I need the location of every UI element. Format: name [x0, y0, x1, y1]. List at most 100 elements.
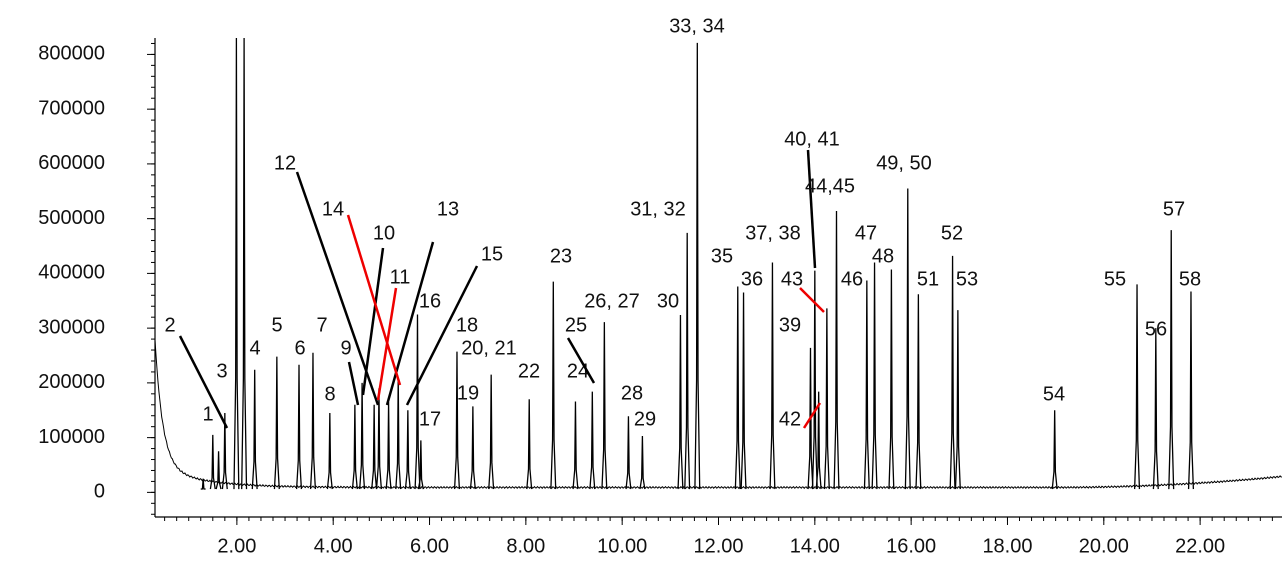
peak-label: 47 — [855, 222, 877, 244]
peak-label: 19 — [457, 382, 479, 404]
peak-label: 1 — [202, 403, 213, 425]
y-tick-label: 400000 — [38, 262, 105, 284]
peak — [215, 451, 222, 490]
peak — [625, 416, 632, 490]
leader-line — [806, 149, 817, 269]
x-tick-label: 14.00 — [790, 535, 840, 557]
peak-label: 12 — [274, 152, 296, 174]
x-tick-label: 4.00 — [314, 535, 353, 557]
peak — [404, 410, 411, 490]
x-tick-label: 22.00 — [1175, 535, 1225, 557]
peak-label: 4 — [249, 337, 260, 359]
peak — [601, 322, 608, 490]
peak-label: 11 — [390, 266, 411, 288]
peak-label: 31, 32 — [630, 198, 686, 220]
peak — [684, 232, 691, 490]
peak — [526, 399, 533, 490]
x-tick-label: 16.00 — [886, 535, 936, 557]
y-tick-label: 100000 — [38, 426, 105, 448]
peak — [677, 314, 684, 490]
y-tick-label: 0 — [94, 481, 105, 503]
peak-label: 54 — [1043, 383, 1065, 405]
peak-label: 14 — [322, 198, 344, 220]
peak — [209, 434, 216, 490]
peak — [694, 42, 701, 490]
peak — [1152, 328, 1159, 490]
peak-label: 58 — [1179, 268, 1201, 290]
peak-label: 9 — [340, 337, 351, 359]
peak — [200, 478, 206, 490]
peak-label: 56 — [1145, 318, 1167, 340]
y-tick-label: 200000 — [38, 371, 105, 393]
peak — [453, 351, 461, 490]
peak — [823, 308, 830, 490]
y-tick-label: 300000 — [38, 316, 105, 338]
peak-label: 17 — [419, 408, 441, 430]
x-tick-label: 6.00 — [410, 535, 449, 557]
x-tick-label: 12.00 — [693, 535, 743, 557]
peak — [414, 314, 421, 490]
peak-label: 18 — [456, 314, 478, 336]
peak-label: 15 — [481, 243, 503, 265]
peak-label: 16 — [419, 290, 441, 312]
peak-label: 36 — [741, 268, 763, 290]
peak-label: 55 — [1104, 268, 1126, 290]
peak-label: 48 — [872, 245, 894, 267]
peak — [949, 255, 956, 490]
peak — [241, 38, 248, 490]
peak — [469, 406, 476, 490]
leader-line — [347, 361, 360, 406]
peak-label: 8 — [324, 383, 335, 405]
peak — [863, 280, 870, 490]
peak — [488, 374, 495, 490]
peak-label: 7 — [316, 314, 327, 336]
peak — [1187, 291, 1195, 490]
leader-line — [405, 265, 479, 406]
peak — [572, 401, 579, 490]
peak-label: 43 — [781, 268, 803, 290]
peak — [589, 391, 596, 490]
peak-label: 33, 34 — [669, 15, 725, 37]
peak-label: 20, 21 — [461, 337, 517, 359]
peak — [251, 369, 258, 490]
peak-label: 35 — [711, 245, 733, 267]
peak — [871, 262, 878, 490]
peak-label: 5 — [271, 314, 282, 336]
peak-label: 52 — [941, 222, 963, 244]
peak-label: 37, 38 — [745, 222, 801, 244]
peak — [359, 382, 366, 490]
peak — [915, 294, 922, 490]
peak-label: 49, 50 — [876, 152, 932, 174]
peak-label: 40, 41 — [784, 128, 840, 150]
baseline — [155, 340, 1282, 490]
peak — [888, 269, 895, 490]
peak — [734, 286, 741, 490]
peak-label: 53 — [956, 268, 978, 290]
peak-label: 10 — [373, 222, 395, 244]
peak — [1133, 284, 1141, 490]
peak — [273, 356, 280, 490]
peak-label: 22 — [518, 360, 540, 382]
peak — [807, 347, 814, 490]
peak-label: 46 — [841, 268, 863, 290]
leader-line — [295, 171, 380, 406]
y-tick-label: 600000 — [38, 152, 105, 174]
peak-label: 42 — [779, 408, 801, 430]
peak — [309, 352, 317, 490]
peak-label: 39 — [779, 314, 801, 336]
peak — [904, 188, 911, 490]
peak-label: 2 — [164, 314, 175, 336]
peak — [417, 440, 424, 490]
peak — [811, 270, 818, 490]
peak-label: 29 — [634, 408, 656, 430]
y-tick-label: 800000 — [38, 43, 105, 65]
peak-label: 3 — [216, 360, 227, 382]
peak-label: 6 — [294, 337, 305, 359]
peak — [395, 377, 402, 490]
leader-line — [799, 287, 825, 313]
peak — [769, 262, 776, 490]
x-tick-label: 8.00 — [506, 535, 545, 557]
peak-label: 23 — [550, 245, 572, 267]
peak-label: 30 — [657, 290, 679, 312]
